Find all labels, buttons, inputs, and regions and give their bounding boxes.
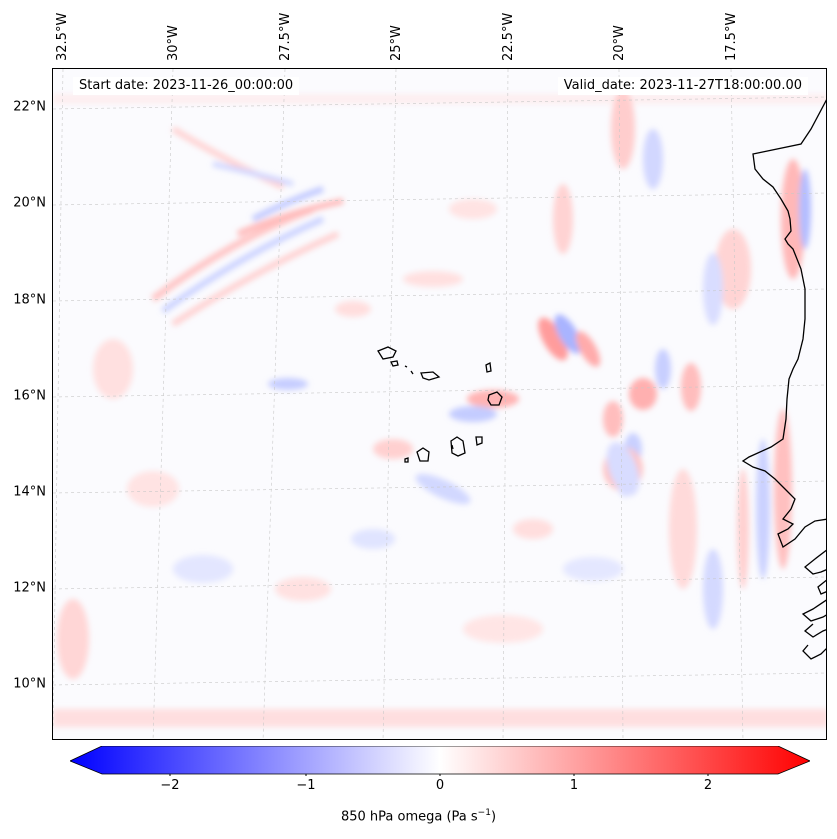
lon-label-20w: 20°W [612, 25, 627, 61]
lat-label-14n: 14°N [13, 484, 46, 500]
africa-coastline [741, 99, 826, 548]
colorbar-gradient [70, 746, 810, 775]
lat-label-22n: 22°N [13, 99, 46, 115]
colorbar-tick-neg2: −2 [160, 778, 180, 793]
cape-verde-islands [377, 346, 503, 463]
colorbar-tick-0: 0 [435, 778, 445, 793]
lat-label-16n: 16°N [13, 388, 46, 404]
valid-date-label: Valid_date: 2023-11-27T18:00:00.00 [557, 77, 808, 95]
colorbar-tick-2: 2 [703, 778, 713, 793]
lon-label-32-5w: 32.5°W [55, 12, 70, 61]
colorbar-label: 850 hPa omega (Pa s−1) [340, 808, 497, 825]
start-date-label: Start date: 2023-11-26_00:00:00 [73, 77, 300, 95]
lat-label-12n: 12°N [13, 580, 46, 596]
africa-coastline-south [801, 549, 826, 660]
colorbar-tick-1: 1 [569, 778, 579, 793]
lon-label-30w: 30°W [166, 25, 181, 61]
colorbar [70, 746, 810, 776]
lon-label-17-5w: 17.5°W [724, 12, 739, 61]
map-gridlines [53, 69, 826, 739]
lon-label-25w: 25°W [389, 25, 404, 61]
map-panel [52, 68, 827, 740]
omega-field-map [53, 69, 826, 739]
lon-label-27-5w: 27.5°W [278, 12, 293, 61]
colorbar-tick-neg1: −1 [296, 778, 316, 793]
map-background [53, 69, 826, 739]
lat-label-10n: 10°N [13, 676, 46, 692]
lat-label-18n: 18°N [13, 292, 46, 308]
lon-label-22-5w: 22.5°W [501, 12, 516, 61]
lat-label-20n: 20°N [13, 195, 46, 211]
